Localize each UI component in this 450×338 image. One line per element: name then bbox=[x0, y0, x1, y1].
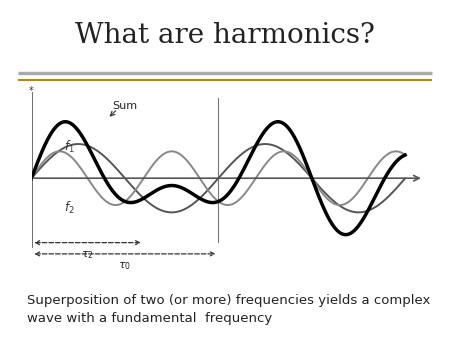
Text: Superposition of two (or more) frequencies yields a complex
wave with a fundamen: Superposition of two (or more) frequenci… bbox=[27, 294, 430, 325]
Text: $f_1$: $f_1$ bbox=[64, 139, 75, 155]
Text: What are harmonics?: What are harmonics? bbox=[75, 22, 375, 49]
Text: Sum: Sum bbox=[112, 101, 137, 111]
Text: $\tau_2$: $\tau_2$ bbox=[81, 249, 94, 261]
Text: $\tau_0$: $\tau_0$ bbox=[118, 260, 131, 272]
Text: *: * bbox=[29, 86, 34, 96]
Text: $f_2$: $f_2$ bbox=[64, 200, 75, 216]
